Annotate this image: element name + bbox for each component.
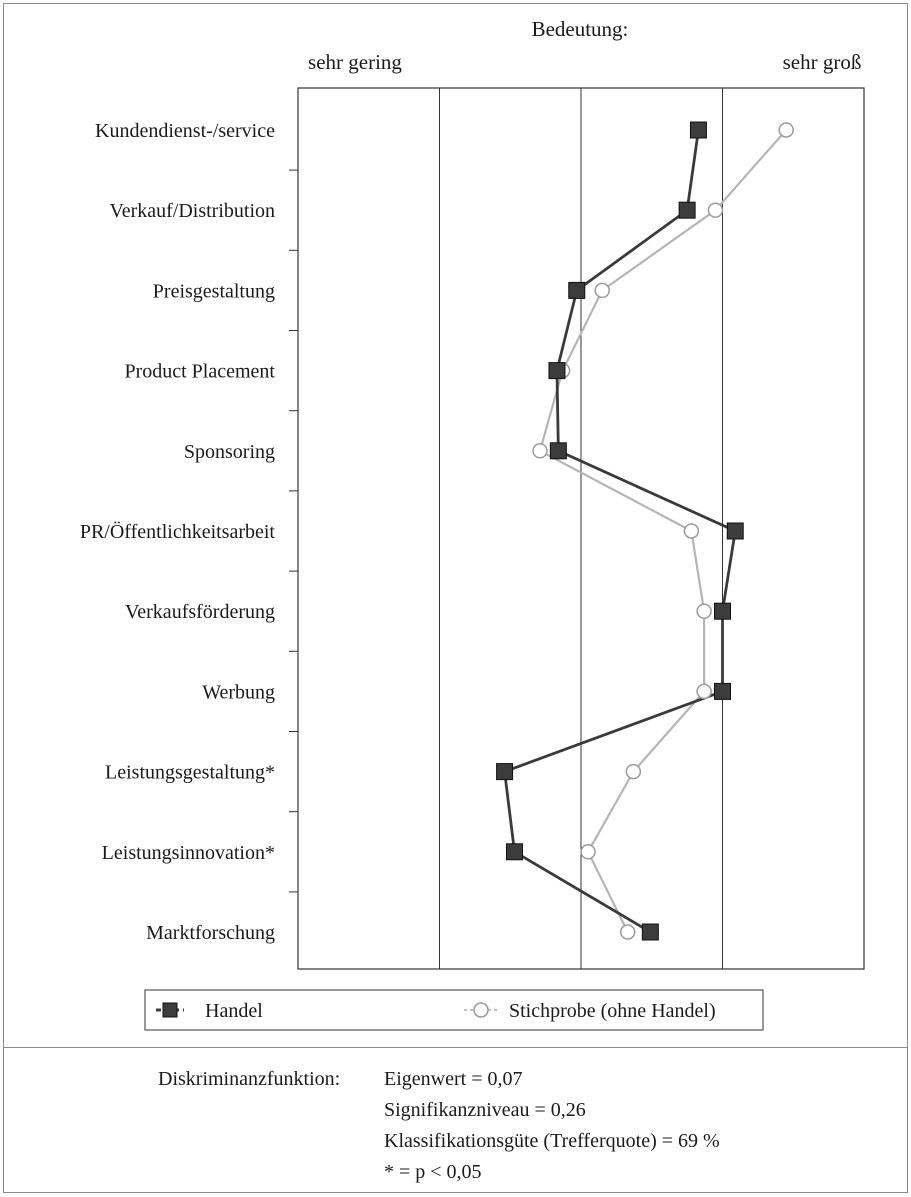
stat-klassifikationsguete: Klassifikationsgüte (Trefferquote) = 69 … [384, 1130, 720, 1152]
series-lines [503, 129, 787, 934]
legend-item-handel: Handel [156, 1000, 263, 1022]
point-stichprobe [619, 924, 636, 940]
point-handel [496, 763, 514, 781]
category-label: Kundendienst-/service [95, 120, 275, 142]
point-stichprobe [625, 763, 642, 780]
point-stichprobe [696, 683, 712, 700]
point-handel [548, 362, 566, 380]
stat-signifikanzniveau: Signifikanzniveau = 0,26 [384, 1099, 586, 1121]
legend: Handel Stichprobe (ohne Handel) [144, 989, 764, 1031]
point-handel [726, 522, 744, 540]
point-stichprobe [778, 122, 794, 138]
category-label: Marktforschung [146, 922, 275, 944]
legend-label-stichprobe: Stichprobe (ohne Handel) [509, 1000, 716, 1022]
series-line-stichprobe [538, 129, 787, 933]
category-label: Werbung [202, 681, 275, 703]
legend-box [144, 989, 764, 1031]
stat-eigenwert: Eigenwert = 0,07 [384, 1068, 523, 1090]
point-handel [714, 602, 731, 620]
point-handel [641, 923, 659, 941]
point-handel [505, 843, 523, 861]
point-handel [678, 201, 696, 219]
category-label: Verkauf/Distribution [109, 200, 275, 222]
stat-significance-note: * = p < 0,05 [384, 1161, 482, 1183]
category-labels: Kundendienst-/service Verkauf/Distributio… [80, 120, 276, 944]
category-label: Sponsoring [184, 441, 275, 463]
chart: Bedeutung: sehr gering sehr groß Kundend… [80, 17, 865, 1031]
legend-item-stichprobe: Stichprobe (ohne Handel) [464, 1000, 716, 1022]
category-label: Preisgestaltung [153, 280, 275, 302]
section-divider [3, 1047, 908, 1048]
category-label: Leistungsinnovation* [102, 842, 275, 864]
point-stichprobe [532, 443, 548, 459]
point-handel [568, 281, 586, 299]
category-label: Leistungsgestaltung* [105, 762, 275, 784]
point-stichprobe [707, 202, 724, 218]
point-stichprobe [683, 523, 700, 539]
legend-label-handel: Handel [205, 1000, 263, 1022]
chart-title: Bedeutung: [532, 17, 629, 41]
figure-frame [3, 3, 908, 1193]
point-handel [689, 121, 707, 139]
scale-low-label: sehr gering [308, 50, 402, 74]
stats-label: Diskriminanzfunktion: [158, 1068, 341, 1090]
point-stichprobe [594, 282, 610, 299]
category-label: PR/Öffentlichkeitsarbeit [80, 520, 276, 543]
legend-handel-marker [162, 1002, 178, 1018]
category-label: Product Placement [124, 361, 275, 383]
point-handel [549, 442, 567, 460]
category-ticks [289, 169, 298, 893]
series-markers [496, 121, 794, 941]
scale-high-label: sehr groß [783, 50, 862, 74]
series-line-handel [503, 129, 737, 934]
grid-lines [439, 88, 723, 969]
point-handel [714, 682, 731, 700]
legend-stichprobe-marker [473, 1002, 489, 1018]
category-label: Verkaufsförderung [125, 601, 275, 623]
point-stichprobe [580, 844, 596, 860]
point-stichprobe [696, 603, 712, 619]
